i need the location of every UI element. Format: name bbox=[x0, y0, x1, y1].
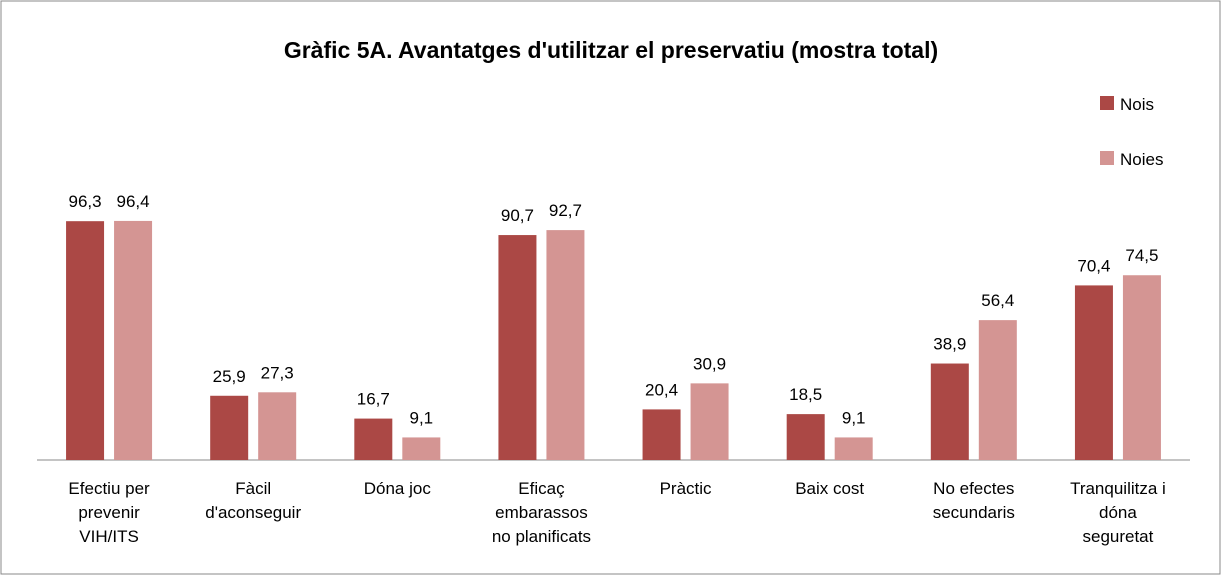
value-label: 30,9 bbox=[693, 354, 726, 373]
value-label: 9,1 bbox=[409, 408, 433, 427]
value-label: 9,1 bbox=[842, 408, 866, 427]
x-tick-label: Dóna joc bbox=[364, 479, 432, 498]
x-tick-label: Tranquilitza i dóna seguretat bbox=[1070, 479, 1166, 546]
legend-swatch bbox=[1100, 151, 1114, 165]
value-label: 96,3 bbox=[69, 192, 102, 211]
value-label: 20,4 bbox=[645, 380, 678, 399]
value-label: 70,4 bbox=[1077, 256, 1110, 275]
value-label: 27,3 bbox=[261, 363, 294, 382]
value-label: 92,7 bbox=[549, 201, 582, 220]
bar bbox=[1122, 275, 1161, 460]
legend-swatch bbox=[1100, 96, 1114, 110]
bar bbox=[690, 383, 729, 460]
value-label: 25,9 bbox=[213, 367, 246, 386]
bar bbox=[1074, 285, 1113, 460]
bar bbox=[498, 235, 537, 460]
x-tick-label: Efectiu per prevenir VIH/ITS bbox=[68, 479, 150, 546]
bar bbox=[930, 363, 969, 460]
value-label: 96,4 bbox=[117, 192, 150, 211]
bar bbox=[546, 230, 585, 460]
chart-title: Gràfic 5A. Avantatges d'utilitzar el pre… bbox=[284, 37, 938, 63]
x-tick-label: Fàcil d'aconseguir bbox=[205, 479, 301, 522]
value-label: 90,7 bbox=[501, 206, 534, 225]
x-tick-label: Eficaç embarassos no planificats bbox=[492, 479, 591, 546]
bar bbox=[354, 418, 393, 460]
x-tick-label: Pràctic bbox=[660, 479, 712, 498]
x-tick-label: No efectes secundaris bbox=[933, 479, 1015, 522]
bar bbox=[258, 392, 297, 460]
bar bbox=[786, 414, 825, 460]
value-label: 74,5 bbox=[1125, 246, 1158, 265]
bar bbox=[402, 437, 441, 460]
bar bbox=[978, 320, 1017, 460]
bar bbox=[114, 220, 153, 460]
value-label: 56,4 bbox=[981, 291, 1014, 310]
value-label: 16,7 bbox=[357, 390, 390, 409]
bar bbox=[66, 221, 105, 460]
bar bbox=[642, 409, 681, 460]
legend-label: Noies bbox=[1120, 150, 1163, 169]
value-label: 18,5 bbox=[789, 385, 822, 404]
legend-label: Nois bbox=[1120, 95, 1154, 114]
value-label: 38,9 bbox=[933, 335, 966, 354]
x-tick-label: Baix cost bbox=[795, 479, 864, 498]
bar bbox=[210, 395, 249, 460]
bar bbox=[834, 437, 873, 460]
